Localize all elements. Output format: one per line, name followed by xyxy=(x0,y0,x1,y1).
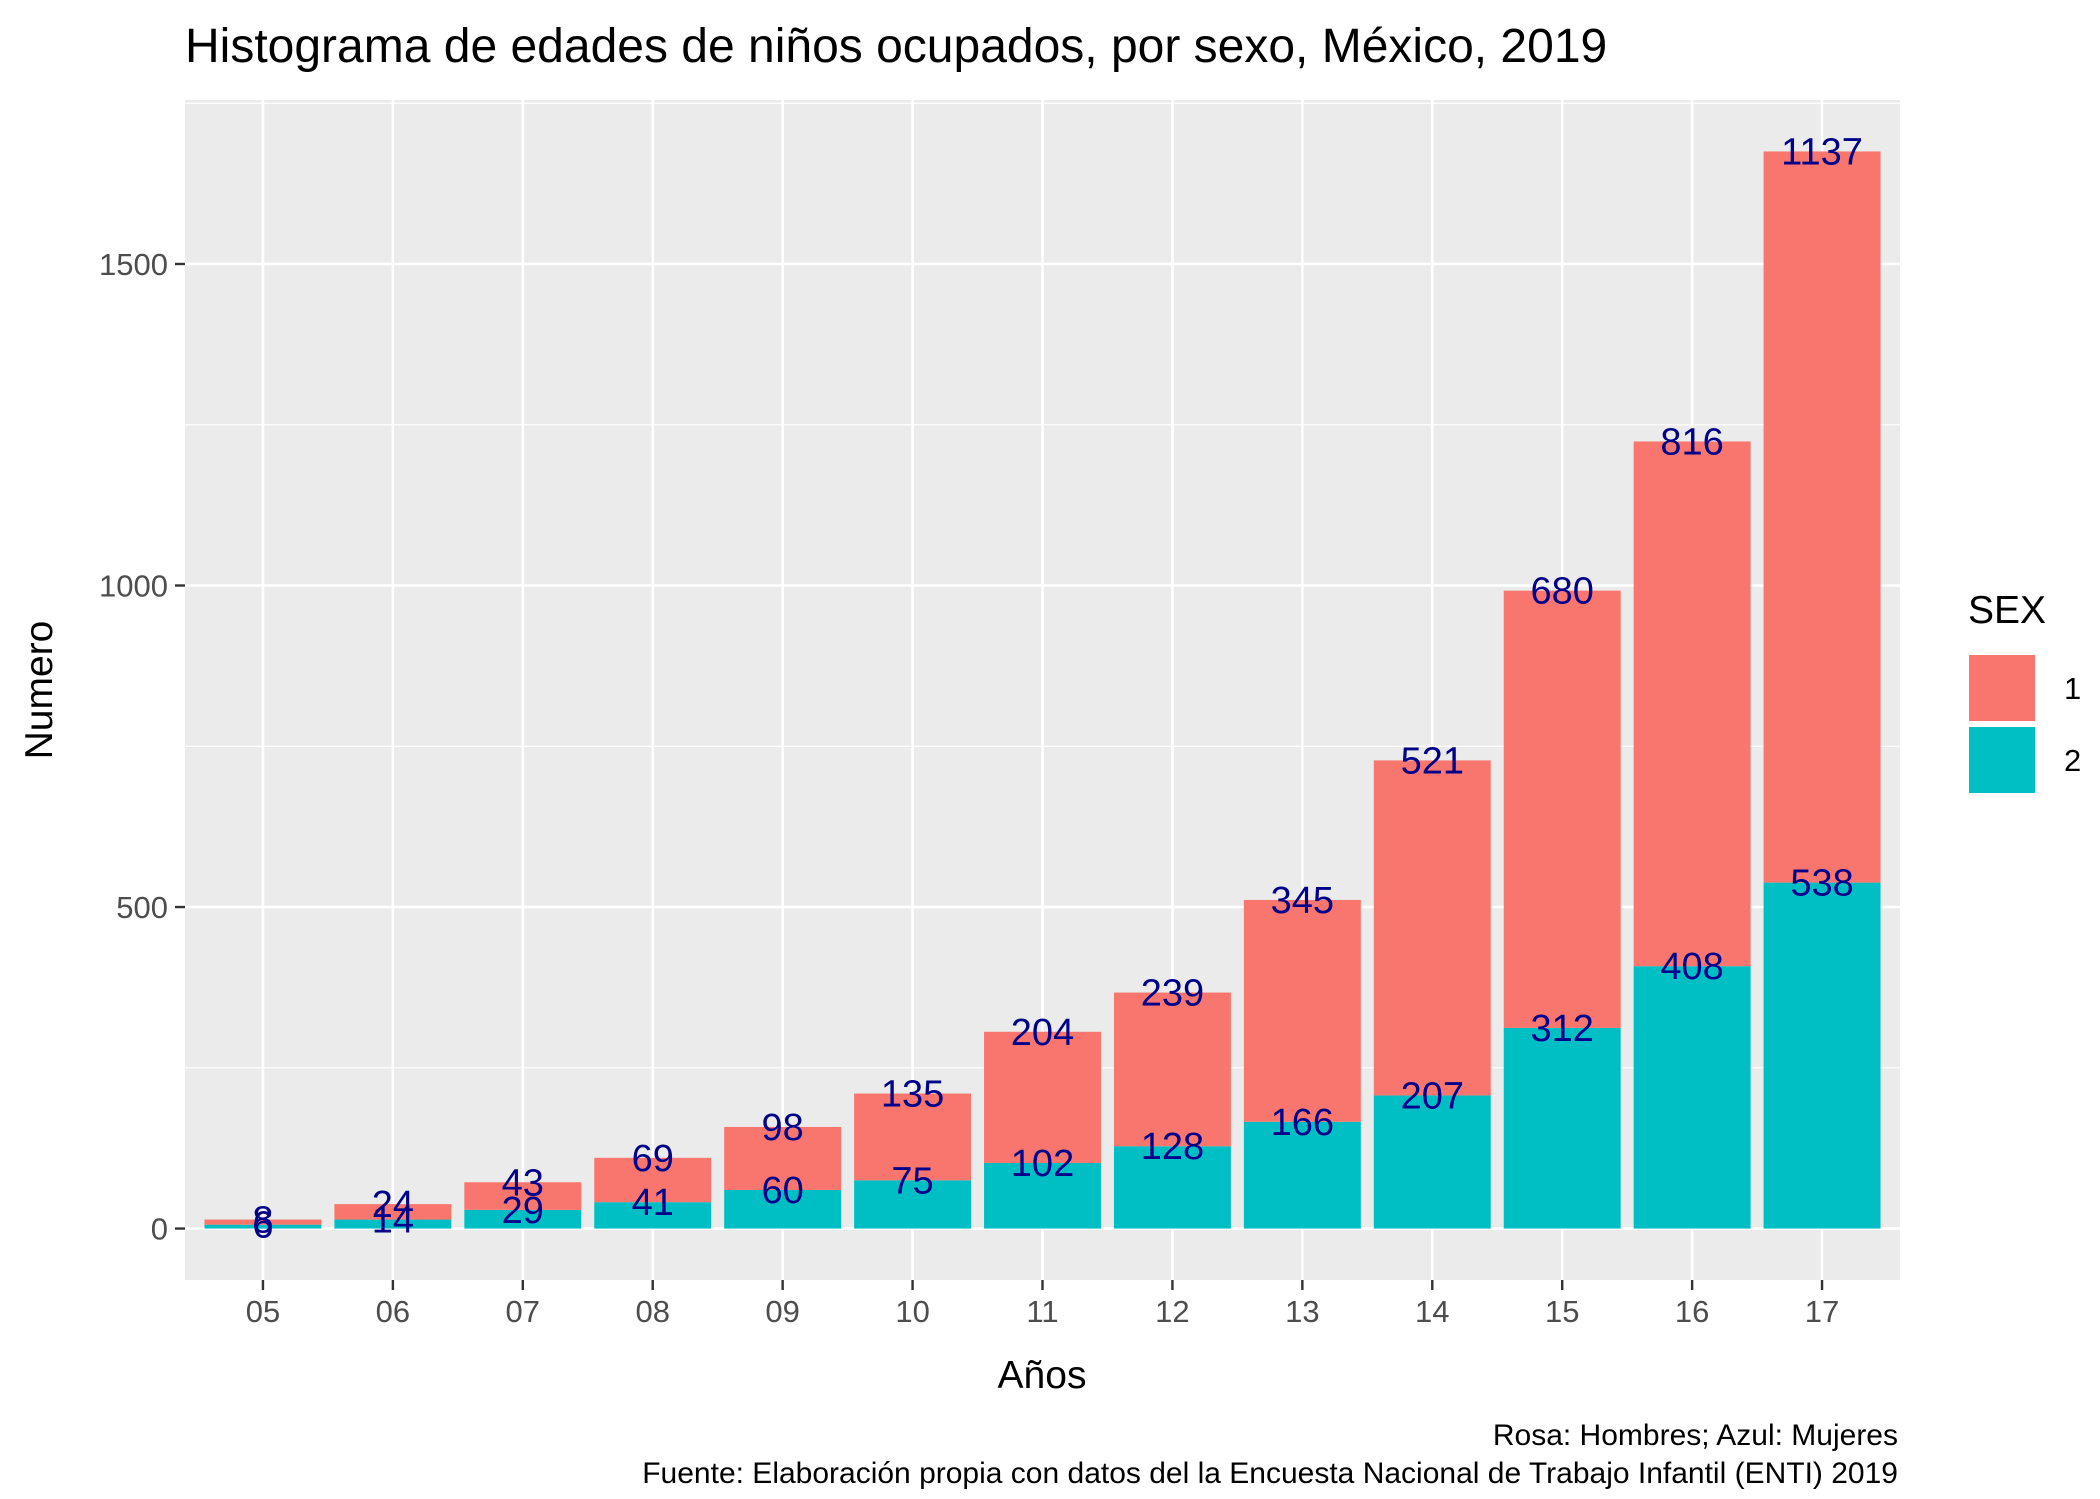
caption-line-1: Rosa: Hombres; Azul: Mujeres xyxy=(1493,1419,1898,1452)
legend-label-series-2: 2 xyxy=(2064,743,2081,778)
y-tick-label: 1000 xyxy=(99,569,168,604)
bar-series-1-14 xyxy=(1373,760,1491,1096)
bar-series-2-13 xyxy=(1243,1121,1361,1229)
bar-label-series-2-05: 6 xyxy=(252,1205,273,1247)
legend-swatch-series-1 xyxy=(1967,653,2037,723)
bar-label-series-1-12: 239 xyxy=(1141,973,1204,1015)
bar-label-series-1-11: 204 xyxy=(1011,1012,1074,1054)
x-tick-label: 15 xyxy=(1545,1294,1579,1329)
bar-series-2-09 xyxy=(724,1189,842,1229)
bar-series-1-10 xyxy=(854,1093,972,1181)
bar-label-series-1-05: 8 xyxy=(252,1200,273,1242)
bar-series-1-11 xyxy=(984,1031,1101,1163)
bar-label-series-2-15: 312 xyxy=(1530,1008,1593,1050)
x-tick-label: 13 xyxy=(1285,1294,1319,1329)
bar-series-2-12 xyxy=(1113,1146,1231,1229)
bar-series-1-13 xyxy=(1243,899,1361,1122)
bar-label-series-2-12: 128 xyxy=(1141,1126,1204,1168)
y-tick-label: 500 xyxy=(116,890,168,925)
y-tick-label: 1500 xyxy=(99,247,168,282)
bar-series-1-06 xyxy=(334,1204,452,1220)
bar-label-series-1-06: 24 xyxy=(372,1184,414,1226)
legend: SEX 1 2 xyxy=(1967,589,2081,795)
bar-label-series-1-16: 816 xyxy=(1660,421,1723,463)
bars xyxy=(204,151,1881,1229)
bar-label-series-1-15: 680 xyxy=(1530,571,1593,613)
bar-label-series-2-07: 29 xyxy=(502,1190,544,1232)
x-tick-label: 06 xyxy=(376,1294,410,1329)
x-tick-label: 05 xyxy=(246,1294,280,1329)
bar-series-1-05 xyxy=(204,1219,322,1225)
bar-label-series-2-06: 14 xyxy=(372,1200,414,1242)
x-axis-title: Años xyxy=(998,1354,1087,1397)
bar-series-1-12 xyxy=(1113,992,1231,1147)
bar-series-2-08 xyxy=(594,1202,712,1229)
bar-series-1-08 xyxy=(594,1157,712,1203)
bar-label-series-2-10: 75 xyxy=(891,1160,933,1202)
bar-label-series-2-09: 60 xyxy=(762,1170,804,1212)
legend-label-series-1: 1 xyxy=(2064,671,2081,706)
bar-label-series-2-13: 166 xyxy=(1271,1102,1334,1144)
caption-line-2: Fuente: Elaboración propia con datos del… xyxy=(642,1457,1898,1490)
y-axis-ticks: 0 500 1000 1500 xyxy=(99,247,185,1247)
x-tick-label: 16 xyxy=(1675,1294,1709,1329)
x-tick-label: 07 xyxy=(506,1294,540,1329)
bar-series-2-16 xyxy=(1633,966,1751,1229)
x-tick-label: 14 xyxy=(1415,1294,1449,1329)
bar-series-1-16 xyxy=(1633,441,1751,967)
bar-series-1-15 xyxy=(1503,590,1621,1028)
y-tick-label: 0 xyxy=(151,1212,168,1247)
bar-series-2-07 xyxy=(464,1209,582,1229)
x-tick-label: 17 xyxy=(1805,1294,1839,1329)
bar-label-series-2-14: 207 xyxy=(1401,1075,1464,1117)
x-tick-label: 12 xyxy=(1155,1294,1189,1329)
bar-label-series-1-08: 69 xyxy=(632,1138,674,1180)
bar-series-2-14 xyxy=(1373,1095,1491,1229)
y-axis-title: Numero xyxy=(18,621,61,760)
legend-swatch-series-2 xyxy=(1967,725,2037,795)
bar-series-2-15 xyxy=(1503,1027,1621,1229)
x-tick-label: 08 xyxy=(635,1294,669,1329)
x-tick-label: 11 xyxy=(1026,1294,1058,1329)
x-tick-label: 09 xyxy=(765,1294,799,1329)
bar-label-series-2-08: 41 xyxy=(632,1182,674,1224)
bar-label-series-2-16: 408 xyxy=(1660,946,1723,988)
bar-series-2-17 xyxy=(1763,882,1881,1229)
bar-series-1-09 xyxy=(724,1126,842,1190)
bar-label-series-1-14: 521 xyxy=(1401,740,1464,782)
x-axis-ticks: 05 06 07 08 09 10 11 12 13 14 15 16 17 xyxy=(246,1280,1839,1329)
bar-label-series-1-13: 345 xyxy=(1271,880,1334,922)
legend-title: SEX xyxy=(1968,589,2046,632)
bar-series-2-06 xyxy=(334,1219,452,1229)
bar-series-2-11 xyxy=(984,1162,1101,1229)
bar-label-series-1-09: 98 xyxy=(762,1107,804,1149)
bar-series-1-07 xyxy=(464,1182,582,1210)
bar-series-2-05 xyxy=(204,1224,322,1229)
bar-series-1-17 xyxy=(1763,151,1881,883)
x-tick-label: 10 xyxy=(895,1294,929,1329)
bar-label-series-2-11: 102 xyxy=(1011,1143,1074,1185)
bar-label-series-1-07: 43 xyxy=(502,1162,544,1204)
bar-label-series-1-17: 1137 xyxy=(1781,131,1863,173)
bar-label-series-1-10: 135 xyxy=(881,1074,944,1116)
bar-label-series-2-17: 538 xyxy=(1790,863,1853,905)
bar-series-2-10 xyxy=(854,1180,972,1229)
chart-title: Histograma de edades de niños ocupados, … xyxy=(185,20,1607,73)
